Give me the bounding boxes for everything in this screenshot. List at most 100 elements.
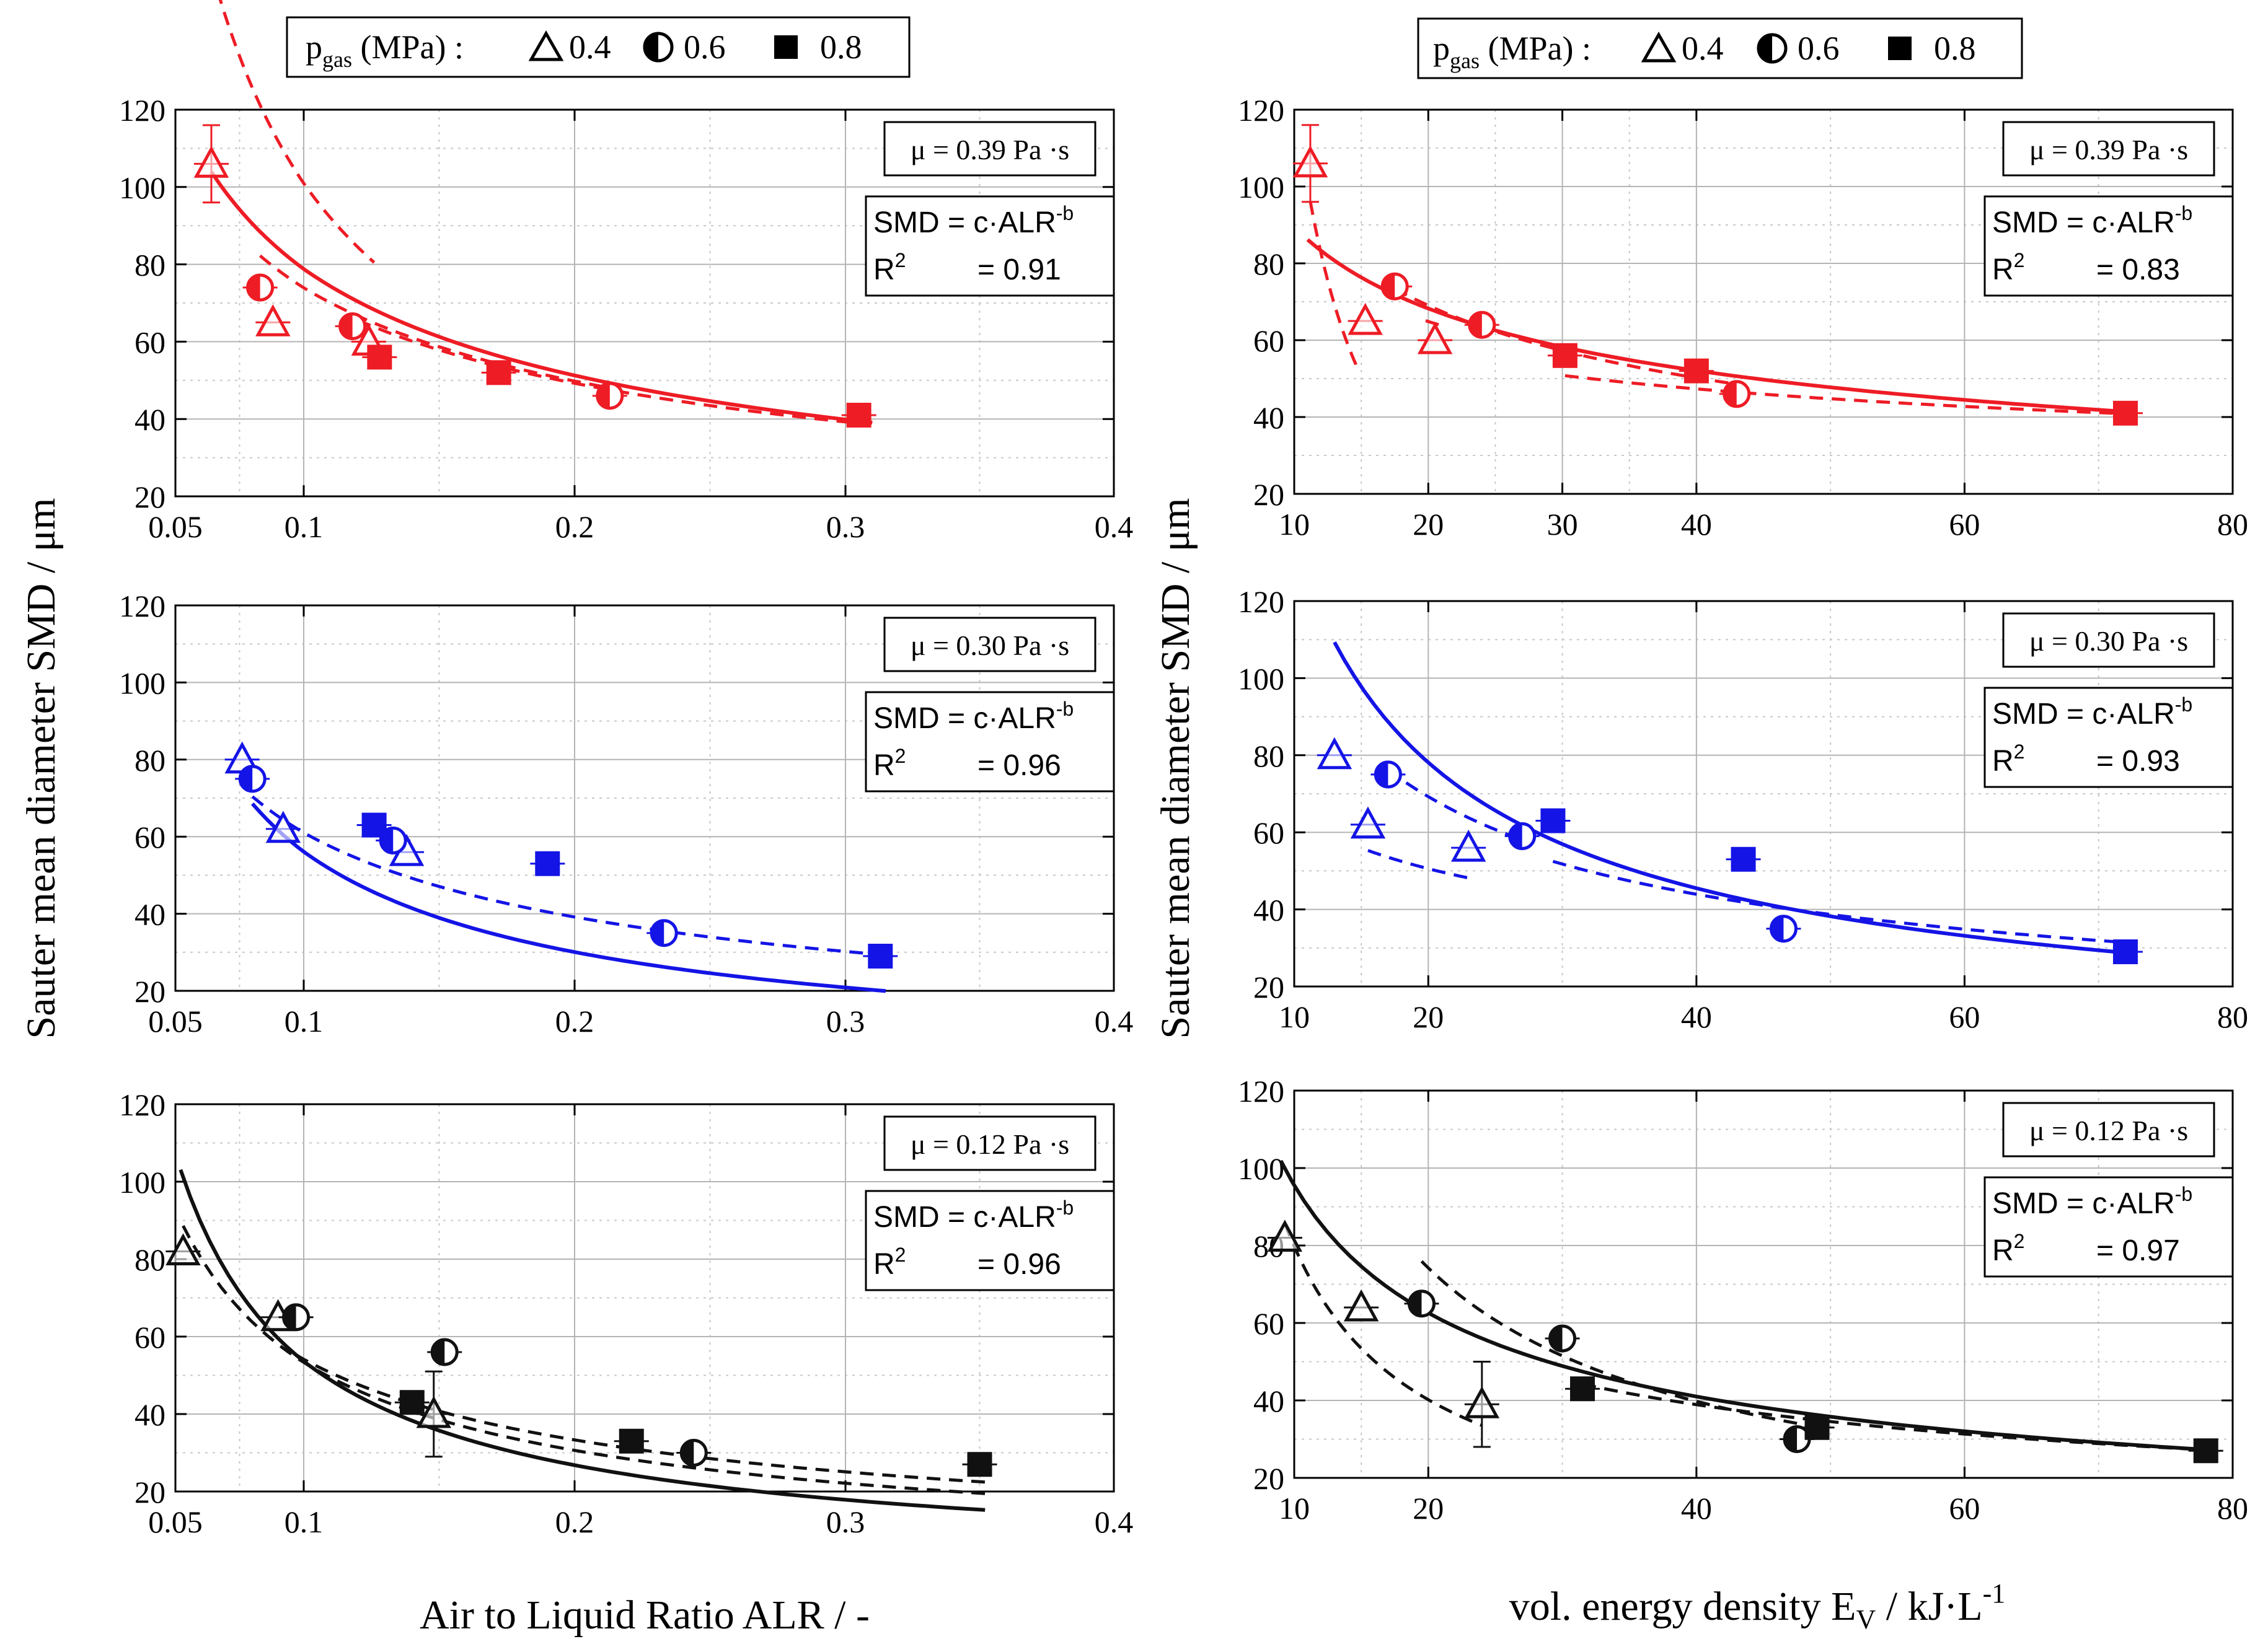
fit-curve-pressure	[1387, 768, 1523, 841]
fit-curve-overall	[1279, 1159, 2206, 1452]
r2-exponent: 2	[2014, 740, 2025, 763]
r2-exponent: 2	[895, 249, 906, 271]
y-tick-label: 20	[135, 1475, 165, 1509]
plot-frame	[1293, 108, 2234, 495]
plot-frame	[1293, 600, 2234, 988]
data-point-triangle	[1417, 322, 1453, 354]
y-tick-label: 60	[1253, 1306, 1284, 1341]
x-tick-label: 20	[1413, 1000, 1444, 1034]
legend-label: 0.8	[1934, 30, 1976, 67]
viscosity-label: μ = 0.12 Pa ·s	[2029, 1115, 2188, 1146]
r2-value: R2 = 0.96	[873, 745, 1061, 782]
plot-frame	[174, 108, 1115, 498]
data-point-half-fill	[240, 766, 253, 791]
fit-equation-exponent: -b	[1056, 202, 1074, 224]
y-tick-label: 60	[1253, 815, 1284, 850]
fit-box	[1983, 687, 2234, 788]
y-tick-label: 60	[1253, 323, 1284, 358]
y-axis-label-right: Sauter mean diameter SMD / μm	[1153, 498, 1198, 1039]
legend-prefix-sub: gas	[1450, 48, 1480, 73]
r2-symbol: R	[1992, 745, 2014, 778]
x-tick-label: 0.2	[555, 1505, 594, 1539]
fit-curve-pressure	[357, 319, 859, 425]
legend-prefix: p	[306, 29, 322, 66]
half-circle-fill	[1758, 35, 1772, 62]
fit-equation-text: SMD = c·ALR	[1992, 206, 2175, 239]
x-tick-label: 0.4	[1095, 1505, 1134, 1539]
open-triangle-icon	[1641, 31, 1677, 63]
r2-symbol: R	[1992, 253, 2014, 286]
viscosity-box	[883, 617, 1096, 672]
x-tick-label: 10	[1279, 1000, 1310, 1034]
data-point-triangle	[193, 146, 229, 178]
data-point-half-fill	[1375, 762, 1388, 787]
r2-value: R2 = 0.93	[1992, 740, 2180, 778]
r2-value: R2 = 0.97	[1992, 1230, 2180, 1267]
data-point-triangle	[1348, 302, 1383, 335]
data-point-half-fill	[1785, 1426, 1798, 1452]
x-tick-label: 20	[1413, 507, 1444, 542]
r2-symbol: R	[873, 253, 895, 286]
y-tick-label: 40	[1253, 893, 1284, 928]
viscosity-box	[2002, 1102, 2215, 1158]
legend-label: 0.8	[820, 29, 862, 66]
x-tick-label: 0.2	[555, 509, 594, 544]
data-point-square	[1570, 1376, 1595, 1402]
data-point-square	[1683, 358, 1709, 384]
y-tick-label: 120	[119, 589, 165, 623]
data-point-square	[2112, 939, 2138, 965]
y-tick-label: 120	[1238, 93, 1284, 128]
viscosity-label: μ = 0.39 Pa ·s	[911, 134, 1069, 165]
y-tick-label: 80	[135, 248, 165, 283]
fit-equation-text: SMD = c·ALR	[873, 206, 1056, 239]
ev-label-sup: -1	[1983, 1578, 2006, 1609]
data-point-half-fill	[1550, 1326, 1563, 1351]
data-point-square	[619, 1428, 644, 1454]
legend-title: pgas (MPa) :	[1433, 30, 1591, 73]
r2-number: = 0.96	[977, 749, 1061, 782]
y-tick-label: 80	[135, 743, 165, 778]
x-tick-label: 0.3	[826, 1505, 865, 1539]
r2-number: = 0.96	[977, 1248, 1061, 1281]
fit-curve-pressure	[295, 1353, 986, 1484]
plot-frame	[1293, 1089, 2234, 1479]
fit-curve-pressure	[182, 1225, 986, 1495]
r2-number: = 0.83	[2096, 253, 2180, 286]
data-point-half-fill	[681, 1440, 694, 1465]
fit-equation: SMD = c·ALR-b	[873, 202, 1074, 239]
fit-equation-exponent: -b	[2175, 1183, 2192, 1205]
fit-box	[865, 195, 1115, 297]
y-tick-label: 120	[119, 1087, 165, 1122]
y-tick-label: 100	[1238, 1151, 1284, 1186]
filled-square-icon	[1888, 37, 1912, 60]
fit-curve-pressure	[1552, 859, 2126, 944]
data-point-half-fill	[1724, 381, 1737, 406]
fit-curve-pressure	[218, 0, 376, 264]
data-point-square	[2193, 1438, 2218, 1464]
x-axis-label-ev: vol. energy density EV / kJ·L-1	[1509, 1578, 2005, 1635]
x-tick-label: 40	[1681, 507, 1712, 542]
legend-item-0.8: 0.8	[1888, 30, 1976, 67]
r2-number: = 0.91	[977, 253, 1061, 286]
legend-label: 0.4	[569, 29, 611, 66]
data-point-square	[535, 851, 560, 876]
viscosity-label: μ = 0.30 Pa ·s	[2029, 625, 2188, 657]
fit-box	[1983, 195, 2234, 297]
fit-curve-overall	[179, 1169, 986, 1512]
y-tick-label: 60	[135, 820, 165, 855]
r2-symbol: R	[873, 749, 895, 782]
x-tick-label: 0.3	[826, 1004, 865, 1039]
fit-equation-exponent: -b	[2175, 693, 2192, 716]
ev-label-sub: V	[1856, 1604, 1876, 1635]
x-tick-label: 80	[2217, 1000, 2248, 1034]
fit-equation-text: SMD = c·ALR	[873, 1201, 1056, 1234]
plot-frame	[174, 1103, 1115, 1493]
y-tick-label: 60	[135, 325, 165, 359]
data-point-triangle	[1267, 1219, 1303, 1252]
data-point-half-fill	[1469, 312, 1482, 338]
y-tick-label: 100	[119, 1165, 165, 1200]
x-tick-label: 80	[2217, 507, 2248, 542]
x-tick-label: 0.05	[148, 509, 203, 544]
y-tick-label: 100	[119, 666, 165, 700]
